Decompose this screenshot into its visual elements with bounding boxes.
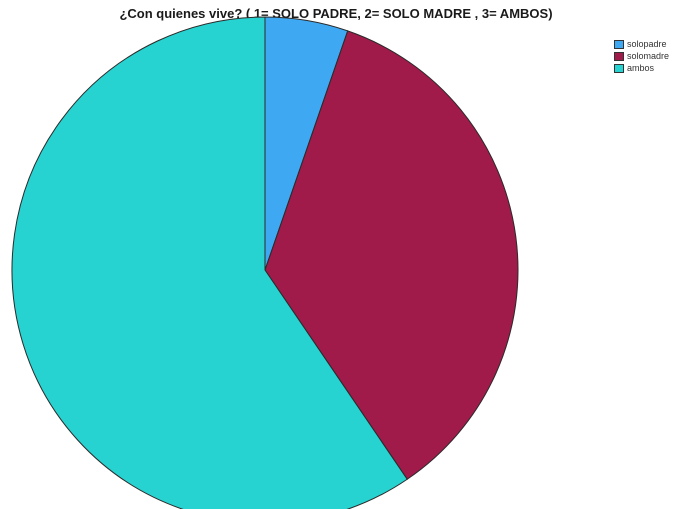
- pie-slices: [11, 16, 519, 509]
- pie-slice-solomadre: [264, 30, 519, 480]
- legend-swatch-solopadre: [614, 39, 624, 49]
- legend-swatch-ambos: [614, 63, 624, 73]
- legend-item-solomadre: solomadre: [614, 50, 669, 62]
- legend-label-solomadre: solomadre: [627, 51, 670, 61]
- legend-item-ambos: ambos: [614, 62, 669, 74]
- pie-slice-ambos: [11, 16, 408, 509]
- legend-swatch-solomadre: [614, 51, 624, 61]
- legend: solopadre solomadre ambos: [614, 38, 669, 74]
- legend-item-solopadre: solopadre: [614, 38, 669, 50]
- chart-title: ¿Con quienes vive? ( 1= SOLO PADRE, 2= S…: [119, 6, 553, 21]
- legend-label-solopadre: solopadre: [627, 39, 667, 49]
- legend-label-ambos: ambos: [627, 63, 655, 73]
